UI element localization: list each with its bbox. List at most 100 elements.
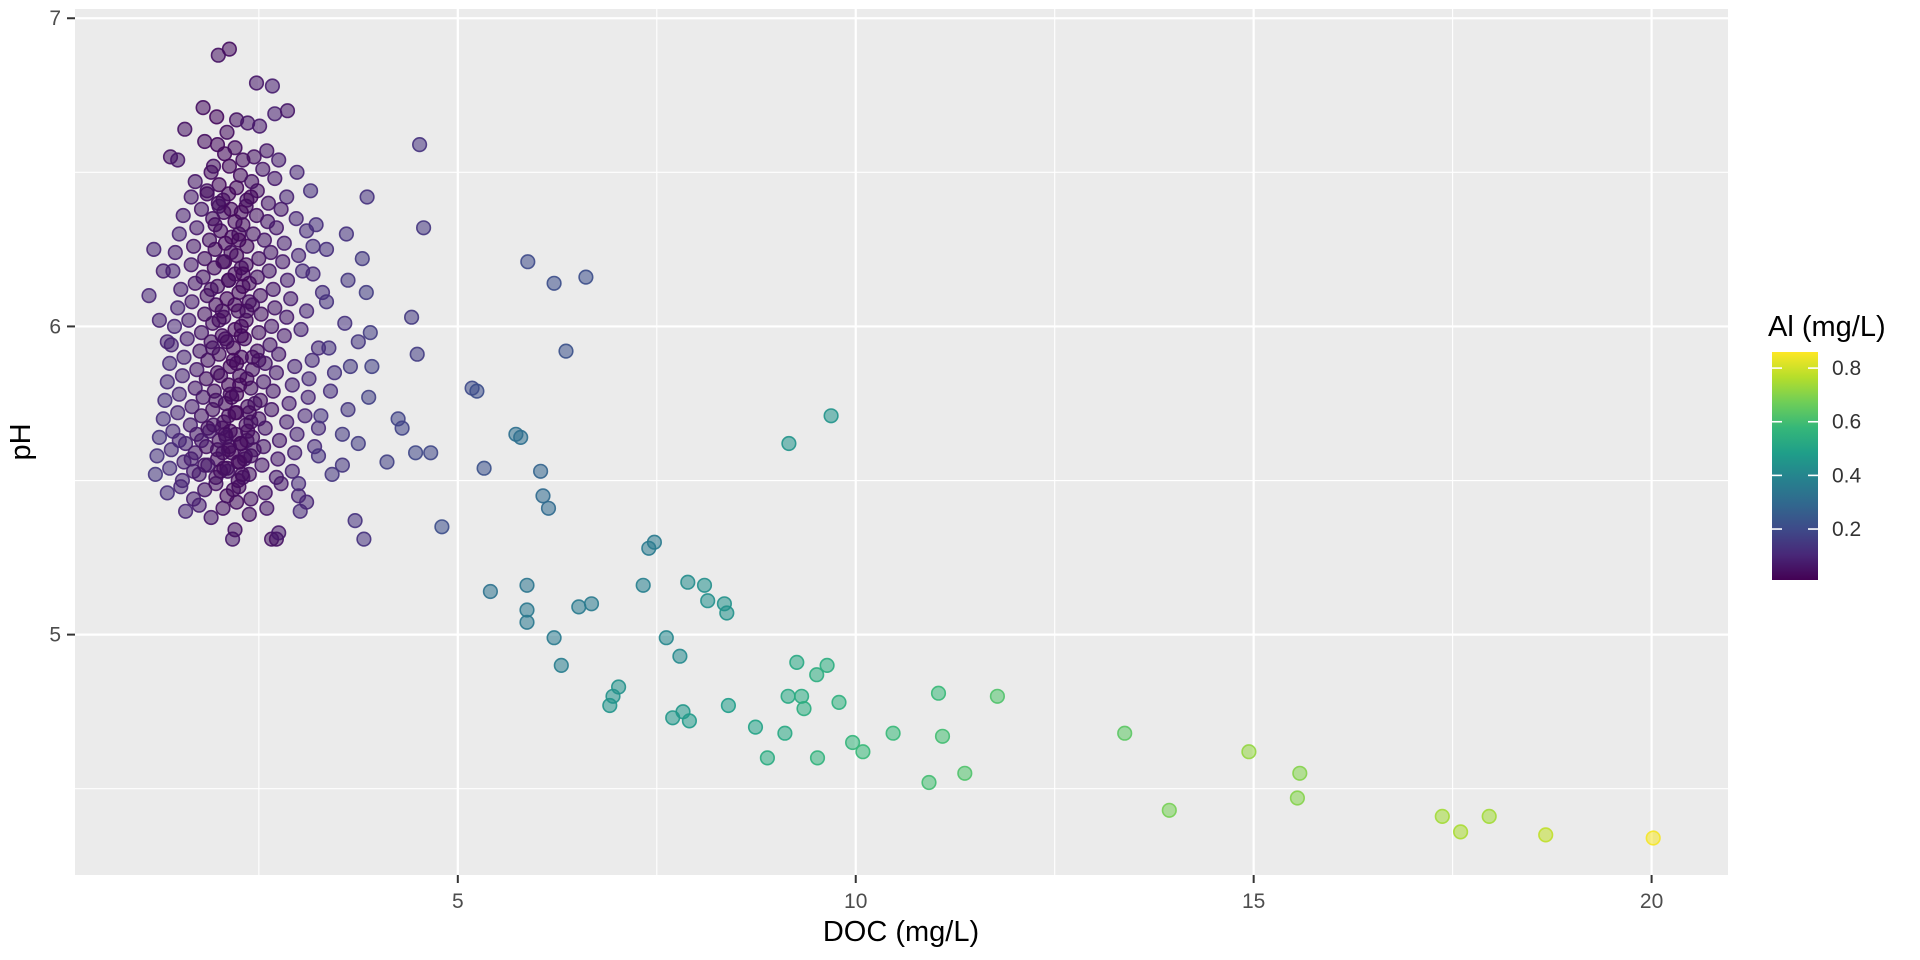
data-point [347, 512, 363, 529]
data-point [361, 389, 377, 405]
data-point [246, 442, 262, 458]
data-point [155, 263, 171, 279]
data-point [176, 349, 192, 365]
data-point [193, 201, 210, 217]
colorbar-tick-label: 0.2 [1832, 518, 1861, 541]
data-point [930, 685, 947, 701]
data-point [174, 368, 190, 384]
data-point [350, 334, 366, 350]
data-point [225, 482, 241, 498]
data-point [259, 500, 275, 516]
data-point [780, 688, 796, 704]
data-point [189, 220, 205, 236]
data-point [229, 180, 245, 196]
data-point [337, 315, 353, 331]
data-point [244, 349, 261, 365]
data-point [203, 281, 219, 298]
data-point [261, 263, 277, 279]
data-point [229, 405, 245, 421]
data-point [271, 525, 287, 541]
data-point [256, 374, 272, 390]
data-point [221, 41, 237, 57]
data-point [155, 411, 171, 427]
data-point [159, 374, 175, 390]
data-point [270, 451, 286, 467]
data-point [1434, 808, 1450, 825]
data-point [379, 454, 395, 470]
data-point [578, 269, 594, 285]
data-point [262, 337, 278, 353]
data-point [1289, 790, 1305, 806]
data-point [558, 343, 574, 359]
data-point [255, 161, 271, 177]
data-point [287, 445, 303, 461]
points-layer [141, 41, 1661, 846]
data-point [408, 445, 424, 461]
data-point [519, 614, 535, 630]
data-point [193, 432, 210, 449]
data-point [221, 158, 237, 174]
data-point [191, 497, 207, 513]
data-point [469, 383, 485, 399]
data-point [187, 174, 203, 190]
data-point [264, 402, 280, 418]
data-point [284, 463, 300, 479]
y-tick-label: 5 [49, 624, 61, 647]
data-point [793, 688, 810, 704]
data-point [273, 476, 289, 492]
data-point [362, 325, 378, 341]
data-point [356, 531, 372, 547]
data-point [304, 352, 320, 368]
data-point [225, 352, 241, 368]
data-point [193, 408, 210, 424]
data-point [288, 211, 304, 227]
data-point [241, 506, 257, 523]
data-point [340, 272, 356, 288]
data-point [513, 429, 529, 446]
data-point [268, 365, 285, 381]
data-point [181, 312, 197, 328]
colorbar-tick-label: 0.4 [1832, 464, 1862, 487]
data-point [243, 491, 259, 507]
data-point [276, 235, 292, 251]
data-point [532, 463, 549, 479]
data-point [251, 325, 267, 341]
data-point [287, 358, 303, 375]
data-point [197, 251, 213, 267]
data-point [610, 679, 627, 695]
data-point [220, 463, 236, 479]
data-point [191, 466, 207, 483]
data-point [350, 435, 366, 452]
data-point [326, 365, 343, 381]
data-point [229, 494, 245, 510]
data-point [184, 294, 200, 310]
data-point [166, 318, 183, 335]
data-point [289, 164, 305, 180]
data-point [334, 457, 351, 473]
y-tick-label: 7 [49, 7, 61, 30]
data-point [267, 300, 283, 316]
data-point [520, 254, 536, 270]
axis-tick-marks [67, 17, 1653, 883]
data-point [482, 583, 499, 600]
data-point [209, 137, 226, 153]
data-point [170, 300, 186, 316]
data-point [819, 657, 835, 674]
data-point [364, 358, 380, 375]
data-point [235, 152, 251, 168]
data-point [553, 657, 569, 674]
data-point [197, 482, 213, 498]
data-point [297, 408, 313, 424]
data-point [546, 275, 562, 291]
data-point [719, 605, 735, 621]
data-point [293, 321, 309, 338]
data-point [183, 189, 199, 205]
data-point [163, 442, 179, 458]
data-point [1538, 827, 1554, 843]
colorbar-tick-label: 0.8 [1832, 357, 1861, 380]
data-point [809, 750, 826, 766]
data-point [159, 334, 175, 350]
data-point [228, 426, 244, 442]
